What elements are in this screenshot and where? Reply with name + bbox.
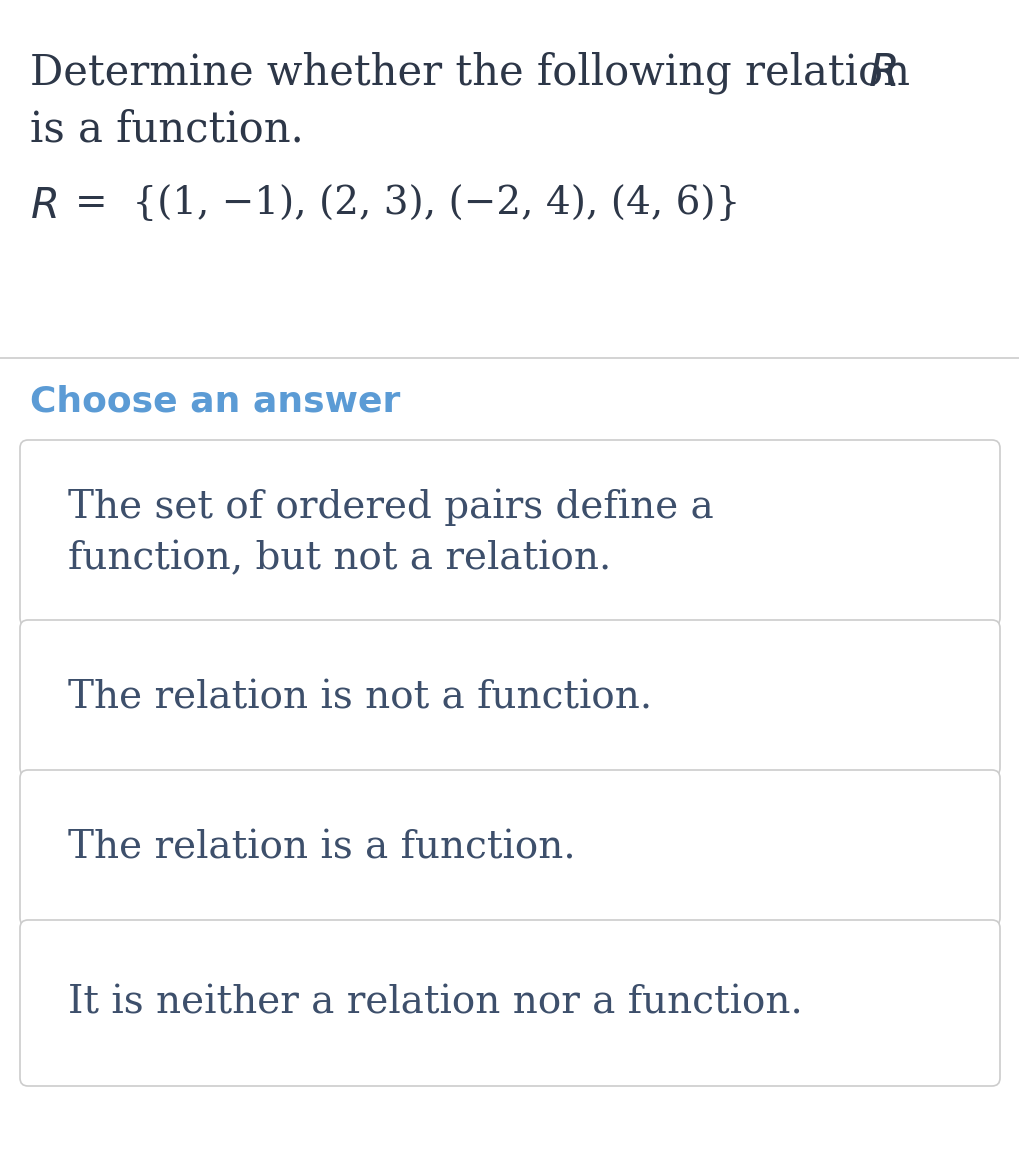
Text: is a function.: is a function. [30,108,304,150]
FancyBboxPatch shape [20,920,999,1086]
Text: The set of ordered pairs define a: The set of ordered pairs define a [68,488,713,526]
Text: It is neither a relation nor a function.: It is neither a relation nor a function. [68,985,802,1021]
Text: =  {(1, −1), (2, 3), (−2, 4), (4, 6)}: = {(1, −1), (2, 3), (−2, 4), (4, 6)} [75,185,740,222]
FancyBboxPatch shape [20,440,999,626]
Text: $R$: $R$ [30,185,57,227]
Text: $R$: $R$ [867,52,896,95]
FancyBboxPatch shape [20,770,999,926]
Text: Choose an answer: Choose an answer [30,385,400,419]
Text: The relation is not a function.: The relation is not a function. [68,679,651,716]
Text: function, but not a relation.: function, but not a relation. [68,541,610,578]
FancyBboxPatch shape [20,620,999,776]
Text: Determine whether the following relation: Determine whether the following relation [30,52,935,94]
Text: The relation is a function.: The relation is a function. [68,829,575,866]
